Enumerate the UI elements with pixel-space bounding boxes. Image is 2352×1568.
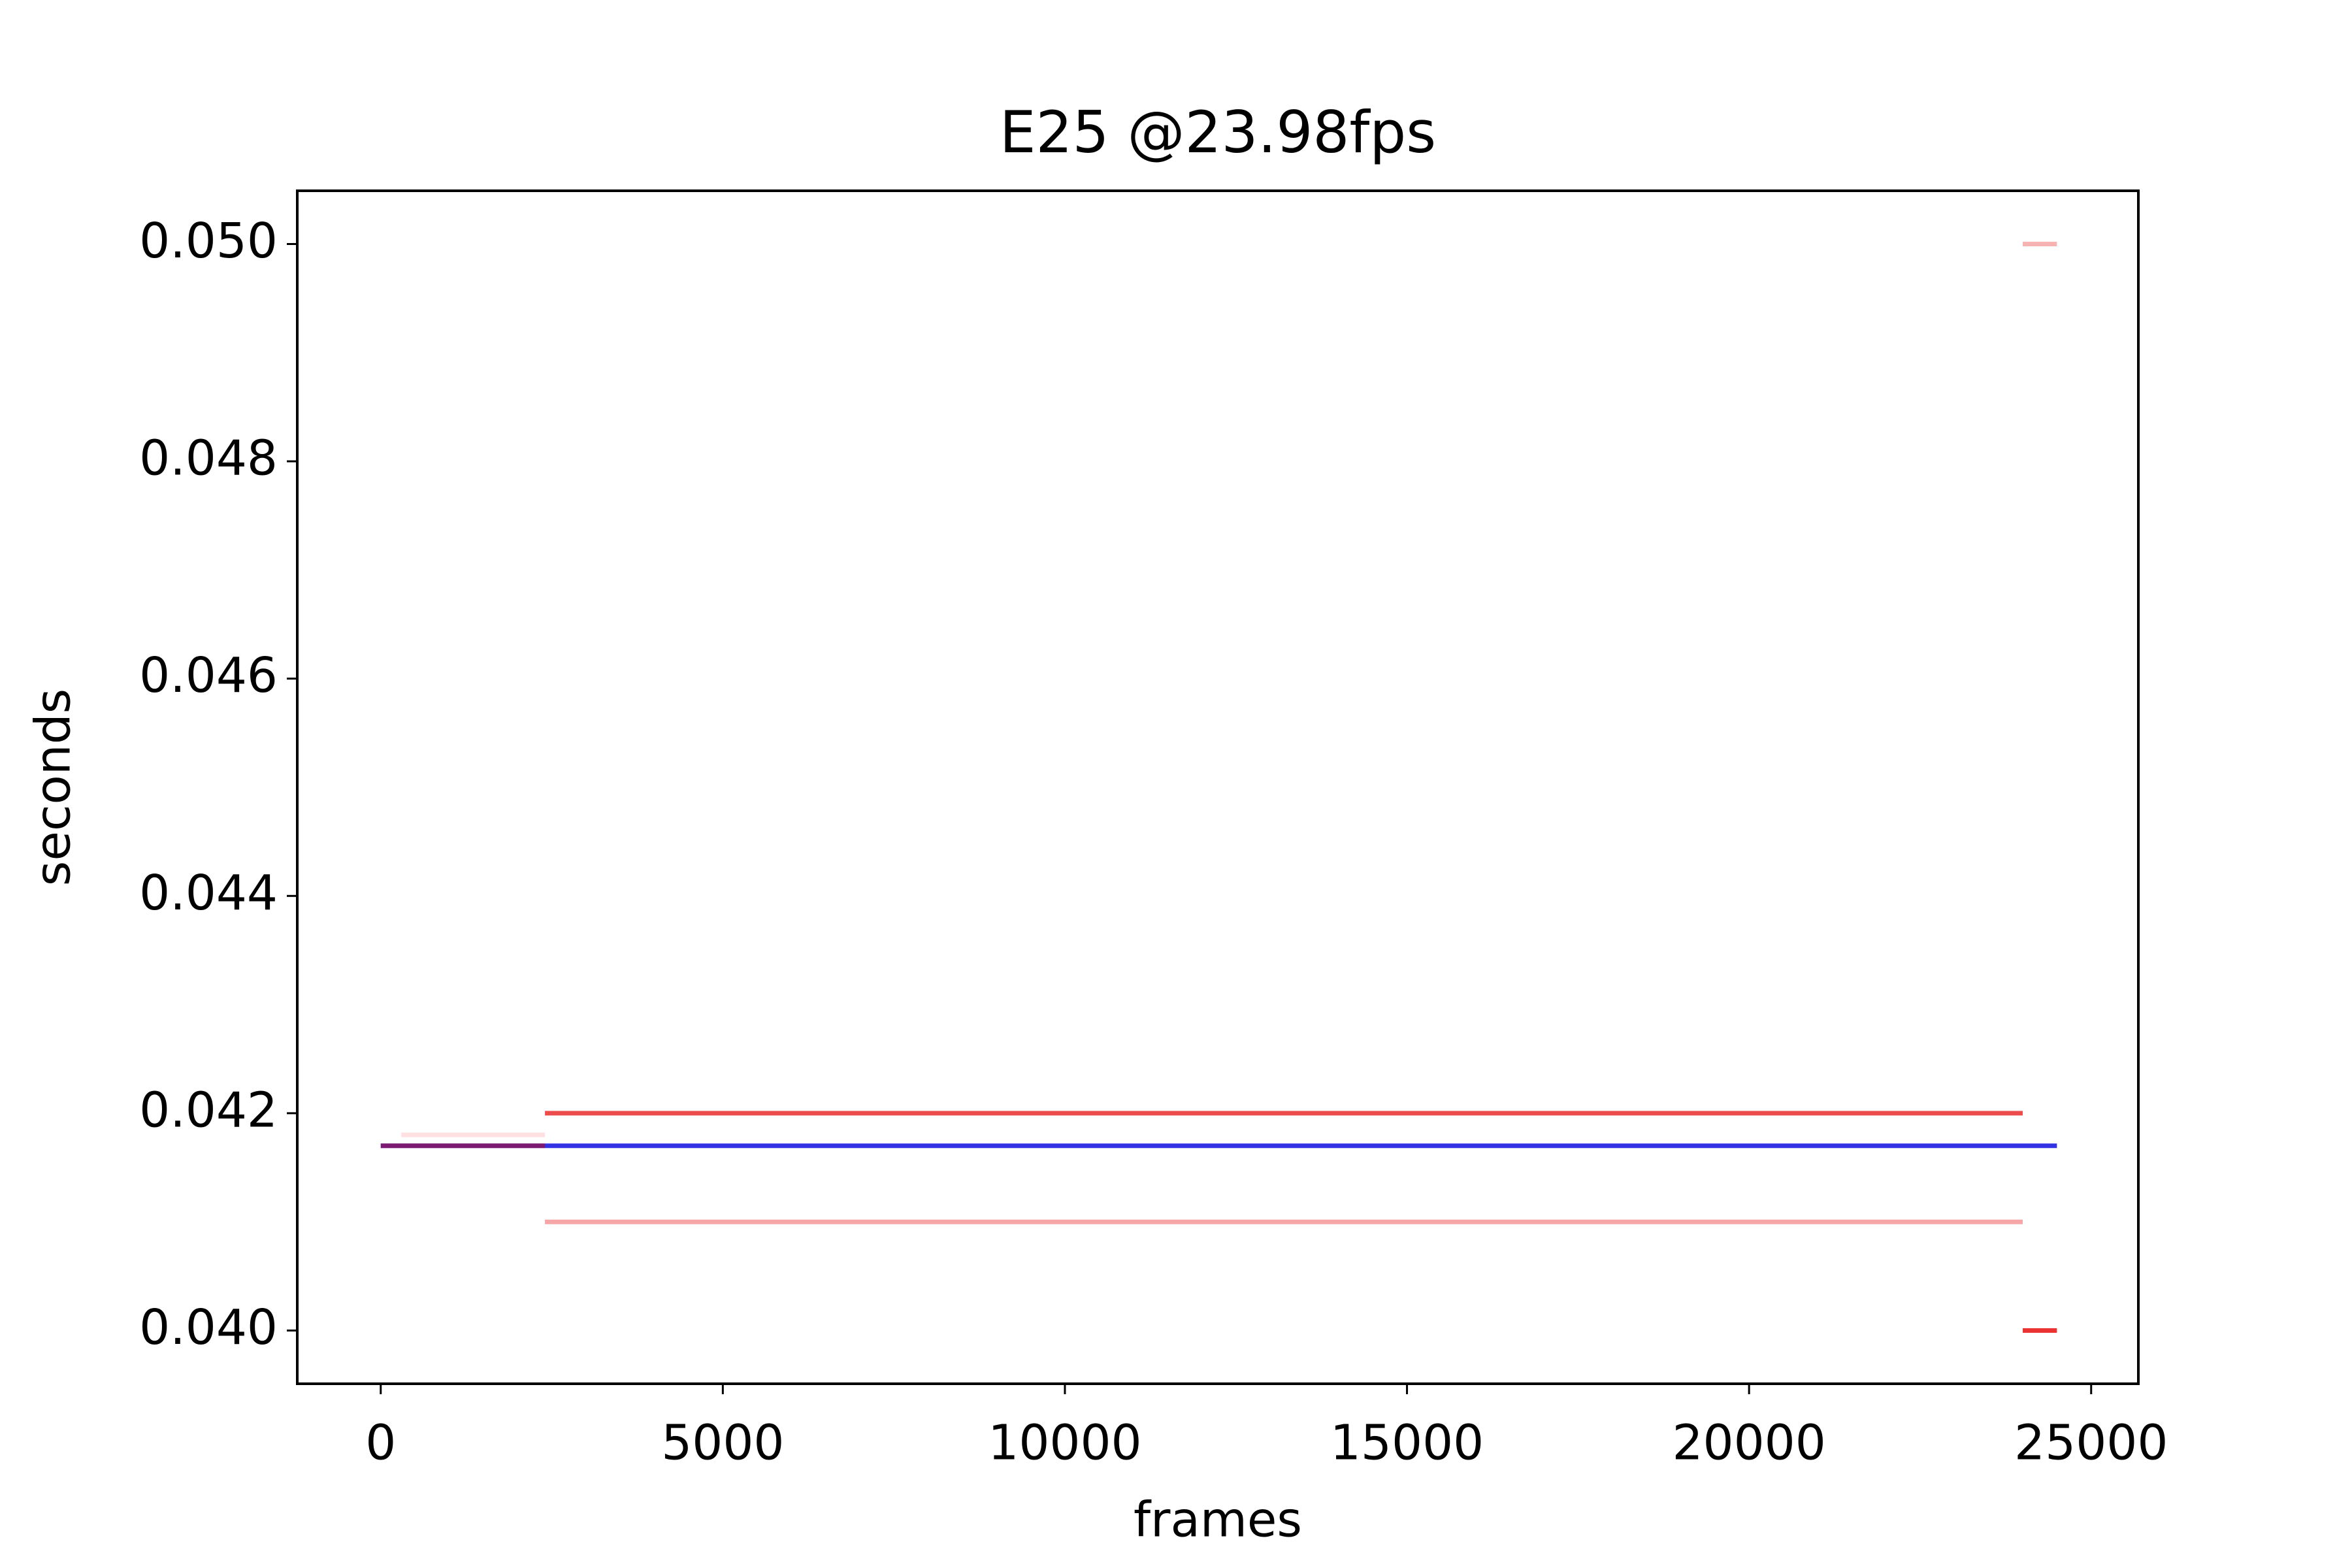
y-tick-label: 0.044	[139, 865, 278, 921]
x-axis-label: frames	[1134, 1492, 1302, 1548]
x-tick-label: 20000	[1672, 1415, 1825, 1471]
x-tick-label: 25000	[2014, 1415, 2168, 1471]
chart-title: E25 @23.98fps	[1000, 99, 1436, 166]
y-tick-label: 0.048	[139, 431, 278, 487]
x-tick-label: 10000	[988, 1415, 1141, 1471]
y-tick-label: 0.046	[139, 647, 278, 704]
x-tick-label: 0	[365, 1415, 396, 1471]
x-tick-label: 5000	[661, 1415, 784, 1471]
y-axis-label: seconds	[25, 689, 82, 886]
x-tick-label: 15000	[1330, 1415, 1484, 1471]
y-tick-label: 0.042	[139, 1082, 278, 1138]
y-tick-label: 0.040	[139, 1299, 278, 1356]
y-tick-label: 0.050	[139, 213, 278, 269]
plot-frame	[296, 189, 2140, 1385]
